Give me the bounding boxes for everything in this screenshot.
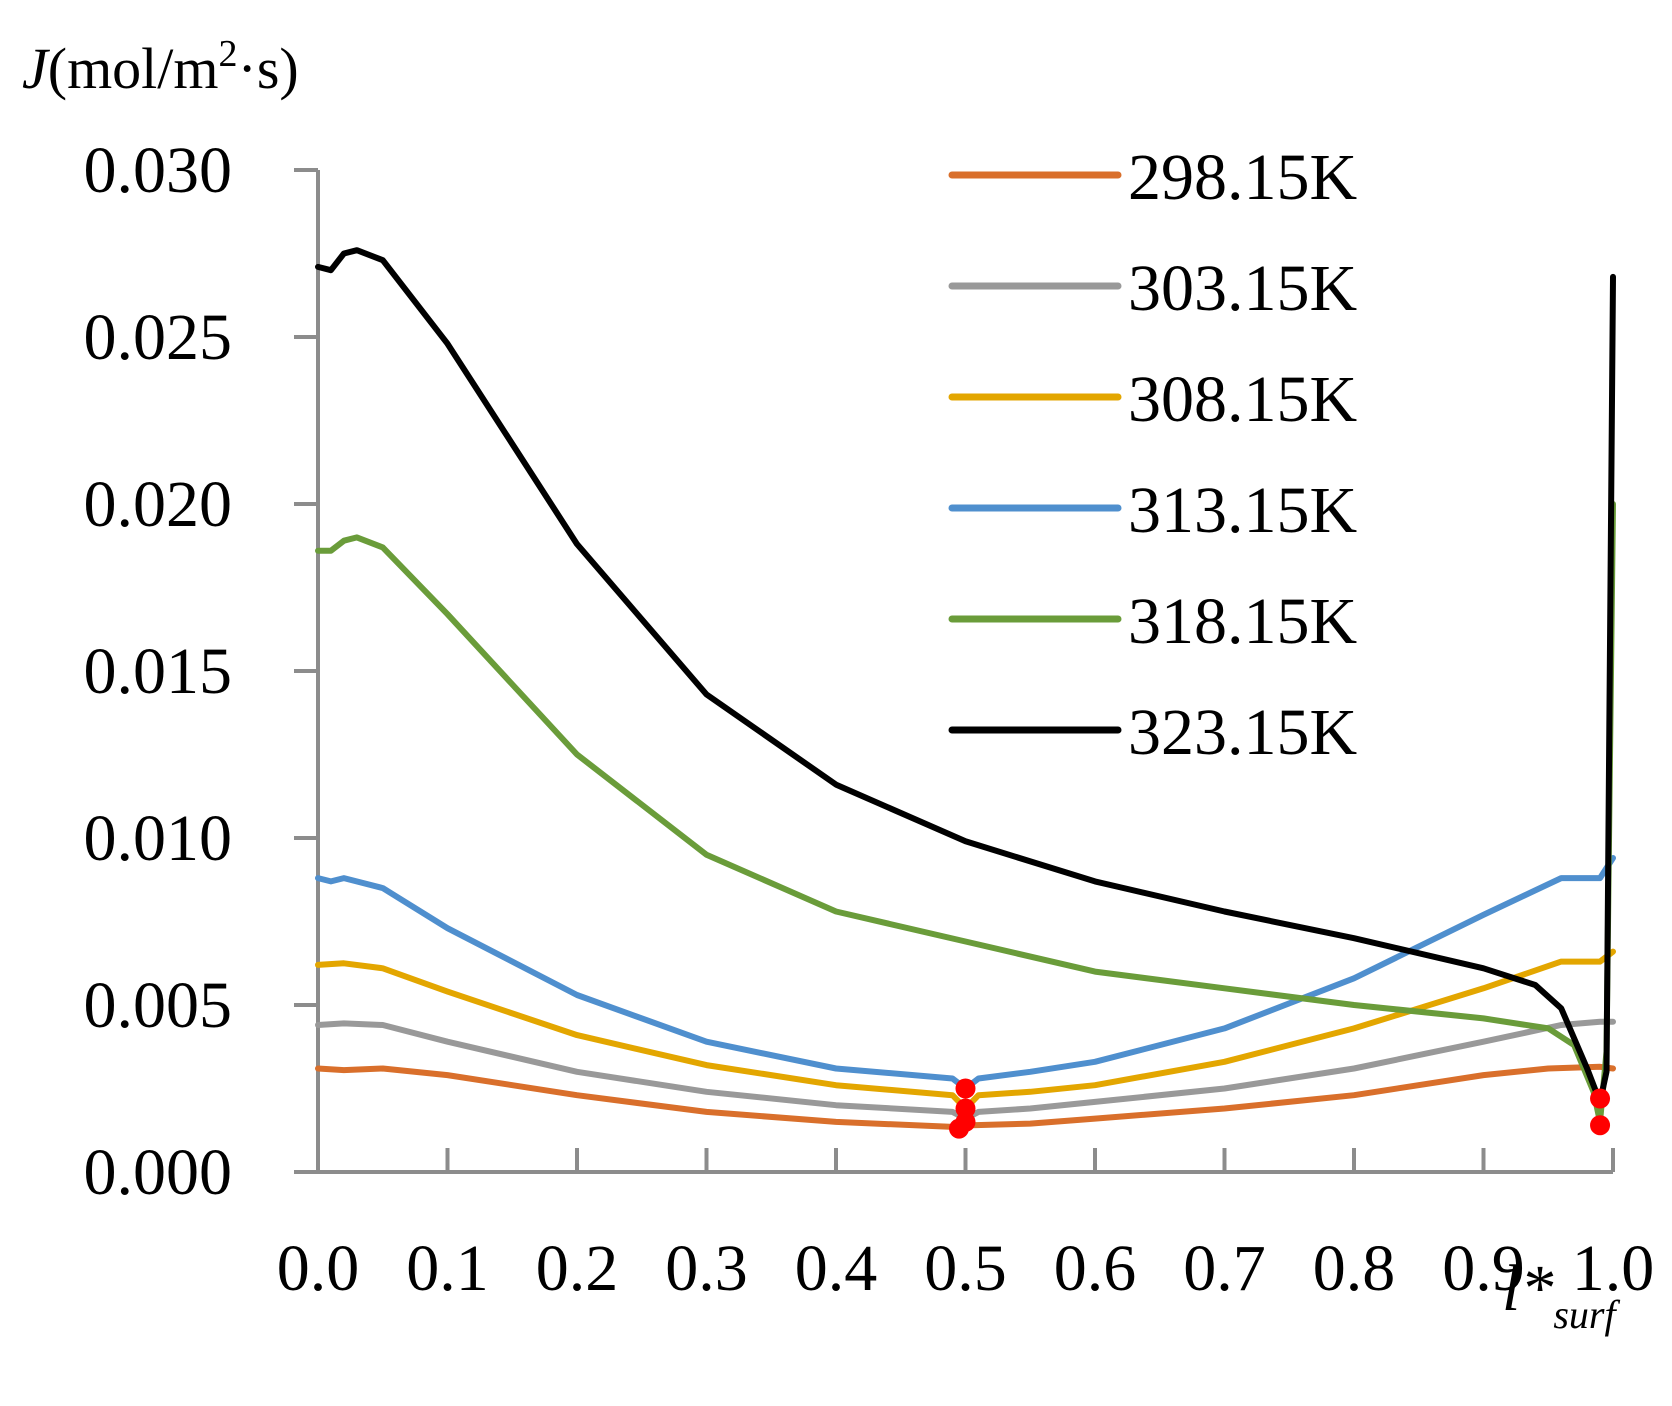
x-tick-label: 0.9: [1442, 1232, 1525, 1305]
highlight-point: [955, 1098, 976, 1119]
highlight-point: [955, 1078, 976, 1099]
y-tick-label: 0.010: [84, 802, 233, 875]
x-tick-label: 0.7: [1183, 1232, 1266, 1305]
x-tick-label: 0.3: [665, 1232, 748, 1305]
y-axis-unit-close: ·s): [238, 36, 299, 101]
x-tick-label: 0.5: [924, 1232, 1007, 1305]
legend-label: 298.15K: [1128, 141, 1357, 214]
y-axis-unit-sup: 2: [219, 33, 238, 75]
x-tick-label: 1.0: [1572, 1232, 1655, 1305]
y-axis-unit-open: (mol/m: [48, 36, 219, 101]
x-axis-label: l*surf: [1502, 1252, 1620, 1337]
y-tick-label: 0.005: [84, 969, 233, 1042]
x-tick-label: 0.4: [795, 1232, 878, 1305]
legend-label: 303.15K: [1128, 252, 1357, 325]
y-tick-label: 0.020: [84, 468, 233, 541]
y-tick-label: 0.015: [84, 635, 233, 708]
y-tick-label: 0.030: [84, 134, 233, 207]
axes: 0.000 0.005 0.010 0.015 0.020 0.025 0.030 0.0 0.…: [84, 134, 1655, 1305]
series-layer: [315, 247, 1616, 1132]
x-tick-label: 0.1: [406, 1232, 489, 1305]
x-axis-subscript: surf: [1553, 1292, 1620, 1337]
series-line-323-15K: [315, 247, 1616, 1105]
x-tick-label: 0.2: [536, 1232, 619, 1305]
highlight-point: [1590, 1088, 1611, 1109]
legend-label: 318.15K: [1128, 585, 1357, 658]
y-tick-label: 0.025: [84, 301, 233, 374]
legend: 298.15K 303.15K 308.15K 313.15K 318.15K 323.1…: [948, 141, 1357, 769]
y-axis-symbol: J: [22, 36, 51, 101]
highlight-point: [1590, 1115, 1611, 1136]
x-tick-label: 0.6: [1054, 1232, 1137, 1305]
marker-layer: [949, 1078, 1611, 1139]
y-axis-label: J(mol/m2·s): [22, 33, 299, 101]
y-tick-label: 0.000: [84, 1136, 233, 1209]
series-line-318-15K: [315, 501, 1616, 1125]
x-tick-label: 0.8: [1313, 1232, 1396, 1305]
legend-label: 323.15K: [1128, 696, 1357, 769]
x-axis-symbol: l*: [1502, 1252, 1553, 1325]
legend-label: 308.15K: [1128, 363, 1357, 436]
legend-label: 313.15K: [1128, 474, 1357, 547]
x-tick-label: 0.0: [277, 1232, 360, 1305]
